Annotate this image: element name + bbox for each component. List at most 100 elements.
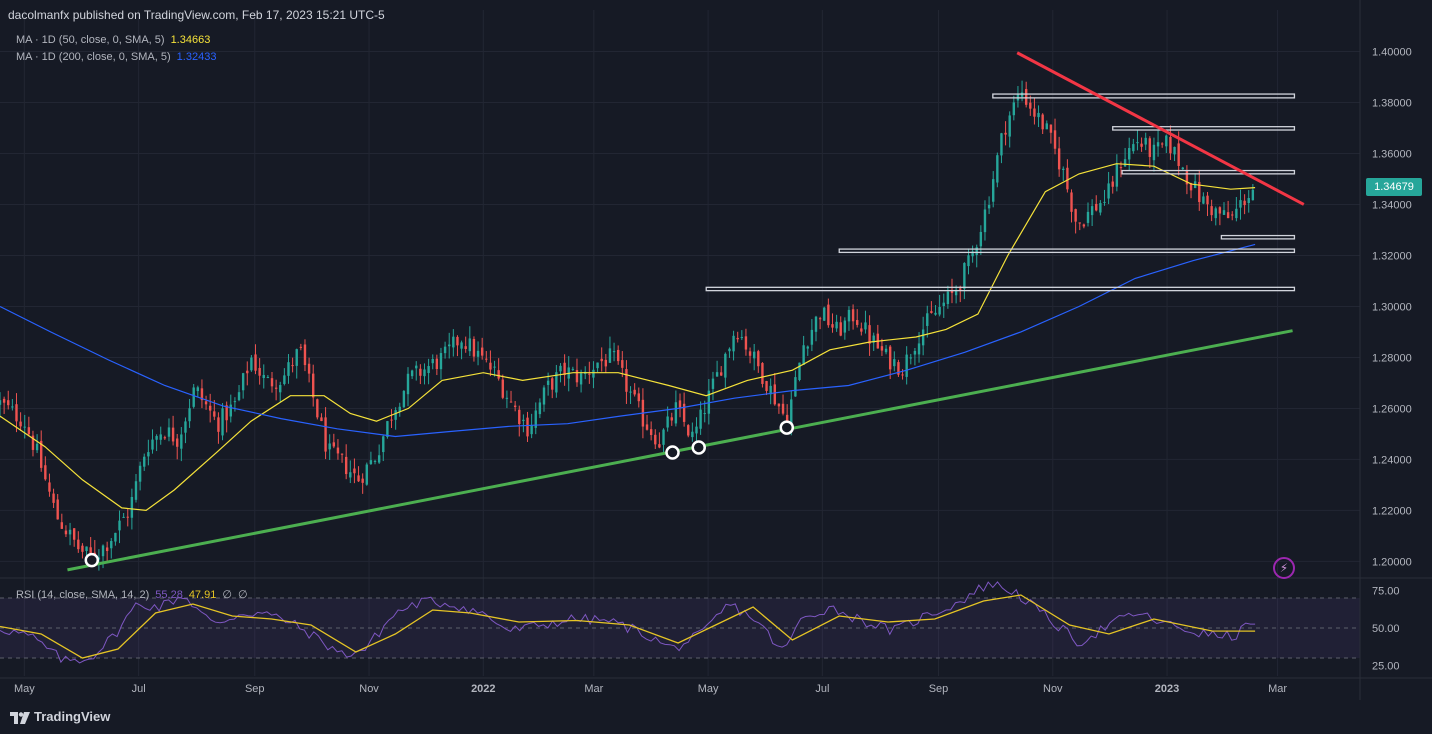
candle-body [468,338,472,352]
candle-body [963,263,966,289]
candle-body [691,431,694,438]
candle-body [176,438,179,447]
candle-body [77,539,80,550]
rsi-band [0,597,1360,659]
candle-body [707,390,711,414]
trendline-touch-marker [665,445,680,460]
candle-body [596,362,599,369]
rsi-extra-value-1: ∅ [222,589,232,601]
alert-bolt-icon[interactable]: ⚡ [1273,557,1295,579]
candle-body [1152,144,1156,161]
candle-body [262,374,265,379]
candle-body [258,367,261,376]
candle-body [1231,214,1234,216]
candle-body [316,399,319,418]
candles [0,80,1255,571]
candle-body [513,405,517,408]
y-tick-label: 1.20000 [1372,556,1412,568]
candle-body [1222,210,1226,215]
candle-body [645,424,649,430]
candle-body [769,385,772,395]
candle-body [101,545,105,557]
candle-body [448,344,451,347]
candle-body [888,346,892,370]
candle-body [847,309,851,322]
rsi-sma-value: 47.91 [188,589,217,601]
candle-body [765,381,768,391]
candle-body [122,516,125,518]
level-boxes [705,93,1296,292]
candle-body [147,452,150,457]
candle-body [621,360,624,368]
candle-body [1078,222,1081,224]
candle-body [534,410,537,428]
ma50-line [0,163,1256,512]
candle-body [835,321,838,329]
candle-body [736,337,739,340]
candle-body [798,362,801,381]
candle-body [295,349,298,366]
ma50-legend[interactable]: MA · 1D (50, close, 0, SMA, 5) 1.34663 [16,34,210,46]
tradingview-footer[interactable]: TradingView [10,709,110,724]
candle-body [431,359,434,364]
candle-body [1033,108,1036,117]
x-tick-label: Jul [815,683,829,695]
candle-body [1128,148,1131,160]
candle-body [732,335,735,352]
candle-body [1165,135,1168,147]
candle-body [11,406,14,408]
candle-body [283,375,286,384]
candle-body [497,370,500,379]
ma200-line [0,243,1256,438]
candle-body [443,346,447,354]
candle-body [608,348,612,363]
candle-body [110,541,113,549]
candle-body [827,304,830,326]
x-tick-label: Mar [1268,683,1287,695]
candle-body [806,346,809,349]
candle-body [52,493,55,503]
x-tick-label: 2023 [1155,683,1179,695]
candle-body [1029,102,1032,109]
ma200-label: MA · 1D (200, close, 0, SMA, 5) [16,51,171,63]
candle-body [501,379,504,398]
candle-body [542,387,546,405]
candle-body [1107,183,1110,199]
candle-body [1185,170,1189,185]
candle-body [1000,133,1003,156]
candle-body [1136,142,1139,144]
ma200-legend[interactable]: MA · 1D (200, close, 0, SMA, 5) 1.32433 [16,51,216,63]
candle-body [555,372,558,393]
candle-body [196,387,200,392]
candle-body [823,307,826,321]
candle-body [794,377,797,397]
candle-body [592,369,595,378]
candle-body [909,357,912,359]
axes: 1.40000 1.38000 1.36000 1.34000 1.32000 1.300… [0,0,1432,700]
candle-body [200,388,204,401]
candle-body [126,516,129,518]
candle-body [1148,138,1152,157]
candle-body [0,400,2,405]
candle-body [1214,208,1217,219]
last-price-tag: 1.34679 [1366,178,1422,197]
candle-body [1239,200,1242,208]
candle-body [571,368,575,370]
candle-body [959,288,962,290]
candle-body [1251,189,1255,201]
candle-body [720,372,723,376]
candle-body [23,426,26,428]
candle-body [184,421,187,433]
candle-body [81,545,84,552]
ma50-value: 1.34663 [170,34,211,46]
candle-body [60,522,64,529]
rsi-legend[interactable]: RSI (14, close, SMA, 14, 2) 55.28 47.91 ∅ ∅ [16,588,248,601]
candle-body [1160,143,1164,145]
candle-body [637,393,640,402]
candle-body [662,429,665,445]
candle-body [221,408,224,436]
candle-body [579,373,583,385]
rsi-line [0,581,1256,664]
x-tick-label: May [698,683,719,695]
